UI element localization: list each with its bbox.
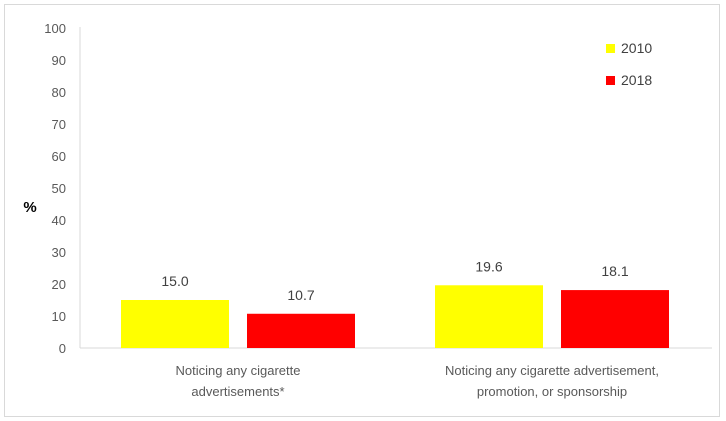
y-axis-ticks: 0 10 20 30 40 50 60 70 80 90 100 <box>44 21 66 356</box>
bar-2018-1 <box>247 313 355 348</box>
category-labels: Noticing any cigarette advertisements* Not… <box>175 363 658 399</box>
y-tick-label: 60 <box>52 149 66 164</box>
category-label: Noticing any cigarette <box>175 363 300 378</box>
legend-swatch-2010 <box>606 44 615 53</box>
data-label-2018-2: 18.1 <box>601 263 628 279</box>
category-label: advertisements* <box>191 384 284 399</box>
bar-2010-1 <box>121 300 229 348</box>
legend-label-2018: 2018 <box>621 72 652 88</box>
bars <box>121 285 669 348</box>
bar-2018-2 <box>561 290 669 348</box>
legend: 2010 2018 <box>606 40 652 88</box>
category-label: Noticing any cigarette advertisement, <box>445 363 659 378</box>
y-tick-label: 90 <box>52 53 66 68</box>
bar-2010-2 <box>435 285 543 348</box>
y-tick-label: 70 <box>52 117 66 132</box>
data-label-2010-1: 15.0 <box>161 273 188 289</box>
data-label-2010-2: 19.6 <box>475 258 502 274</box>
y-tick-label: 0 <box>59 341 66 356</box>
y-tick-label: 80 <box>52 85 66 100</box>
legend-label-2010: 2010 <box>621 40 652 56</box>
data-label-2018-1: 10.7 <box>287 287 314 303</box>
y-tick-label: 100 <box>44 21 66 36</box>
y-tick-label: 50 <box>52 181 66 196</box>
y-tick-label: 20 <box>52 277 66 292</box>
y-tick-label: 40 <box>52 213 66 228</box>
y-axis-label: % <box>23 199 36 216</box>
legend-swatch-2018 <box>606 76 615 85</box>
category-label: promotion, or sponsorship <box>477 384 627 399</box>
y-tick-label: 30 <box>52 245 66 260</box>
y-tick-label: 10 <box>52 309 66 324</box>
data-labels: 15.0 19.6 10.7 18.1 <box>161 258 628 302</box>
